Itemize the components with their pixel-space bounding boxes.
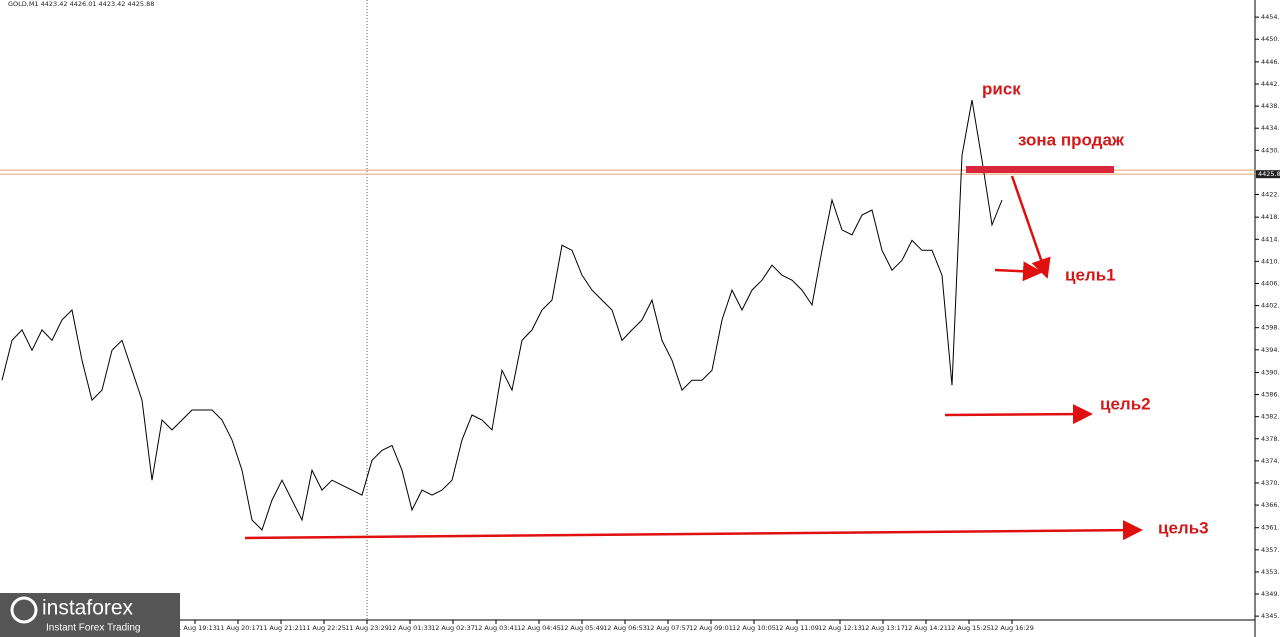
annotation: зона продаж	[1018, 130, 1125, 149]
x-tick-label: 12 Aug 09:01	[689, 624, 733, 632]
y-tick-label: 4378.00	[1261, 435, 1280, 443]
x-tick-label: 12 Aug 12:13	[818, 624, 862, 632]
y-tick-label: 4438.20	[1261, 102, 1280, 110]
y-tick-label: 4450.30	[1261, 35, 1280, 43]
y-tick-label: 4370.00	[1261, 479, 1280, 487]
x-tick-label: 11 Aug 22:25	[302, 624, 346, 632]
x-tick-label: 11 Aug 20:17	[216, 624, 260, 632]
y-tick-label: 4422.20	[1261, 191, 1280, 199]
x-tick-label: 11 Aug 19:13	[173, 624, 217, 632]
price-label: 4425.88	[1258, 170, 1280, 178]
y-tick-label: 4414.10	[1261, 235, 1280, 243]
annotation: цель3	[1158, 518, 1209, 537]
annotation: цель2	[1100, 394, 1151, 413]
arrow	[944, 404, 1093, 425]
chart-title: GOLD,M1 4423.42 4426.01 4423.42 4425.88	[8, 0, 154, 8]
logo-icon	[10, 596, 38, 624]
y-tick-label: 4361.90	[1261, 524, 1280, 532]
y-tick-label: 4357.90	[1261, 546, 1280, 554]
y-tick-label: 4366.00	[1261, 501, 1280, 509]
y-tick-label: 4430.20	[1261, 146, 1280, 154]
y-tick-label: 4382.00	[1261, 413, 1280, 421]
annotation: риск	[982, 79, 1021, 98]
x-tick-label: 12 Aug 15:25	[947, 624, 991, 632]
y-tick-label: 4418.10	[1261, 213, 1280, 221]
x-tick-label: 12 Aug 13:17	[861, 624, 905, 632]
y-tick-label: 4390.00	[1261, 368, 1280, 376]
y-tick-label: 4406.10	[1261, 279, 1280, 287]
y-tick-label: 4434.20	[1261, 124, 1280, 132]
x-tick-label: 12 Aug 03:41	[474, 624, 518, 632]
x-tick-label: 12 Aug 05:49	[560, 624, 604, 632]
x-tick-label: 12 Aug 02:37	[431, 624, 475, 632]
logo-tagline: Instant Forex Trading	[46, 623, 141, 634]
x-tick-label: 11 Aug 23:29	[345, 624, 389, 632]
y-tick-label: 4442.20	[1261, 80, 1280, 88]
x-tick-label: 12 Aug 14:21	[904, 624, 948, 632]
sell-zone	[966, 166, 1114, 173]
y-tick-label: 4349.90	[1261, 590, 1280, 598]
arrow	[244, 520, 1143, 541]
x-tick-label: 12 Aug 07:57	[646, 624, 690, 632]
plot: 4454.30 4450.30 4446.20 4442.20 4438.20 4434.…	[0, 13, 1280, 632]
y-tick-label: 4386.00	[1261, 391, 1280, 399]
arrow	[994, 261, 1043, 282]
x-tick-label: 12 Aug 01:33	[388, 624, 432, 632]
y-tick-label: 4374.00	[1261, 457, 1280, 465]
x-tick-label: 12 Aug 16:29	[990, 624, 1034, 632]
annotation: цель1	[1065, 265, 1116, 284]
y-tick-label: 4345.90	[1261, 612, 1280, 620]
x-tick-label: 12 Aug 06:53	[603, 624, 647, 632]
arrow	[1010, 175, 1051, 279]
x-tick-label: 11 Aug 21:21	[259, 624, 303, 632]
y-tick-label: 4454.30	[1261, 13, 1280, 21]
y-tick-label: 4410.10	[1261, 257, 1280, 265]
x-tick-label: 12 Aug 11:09	[775, 624, 819, 632]
y-tick-label: 4402.10	[1261, 302, 1280, 310]
x-tick-label: 12 Aug 10:05	[732, 624, 776, 632]
y-tick-label: 4394.10	[1261, 346, 1280, 354]
logo-text: instaforex	[42, 597, 134, 620]
price-label-box	[1256, 170, 1280, 179]
x-tick-label: 12 Aug 04:45	[517, 624, 561, 632]
y-tick-label: 4353.90	[1261, 568, 1280, 576]
y-tick-label: 4446.20	[1261, 58, 1280, 66]
y-tick-label: 4398.10	[1261, 324, 1280, 332]
price-line-series	[1, 99, 1003, 531]
